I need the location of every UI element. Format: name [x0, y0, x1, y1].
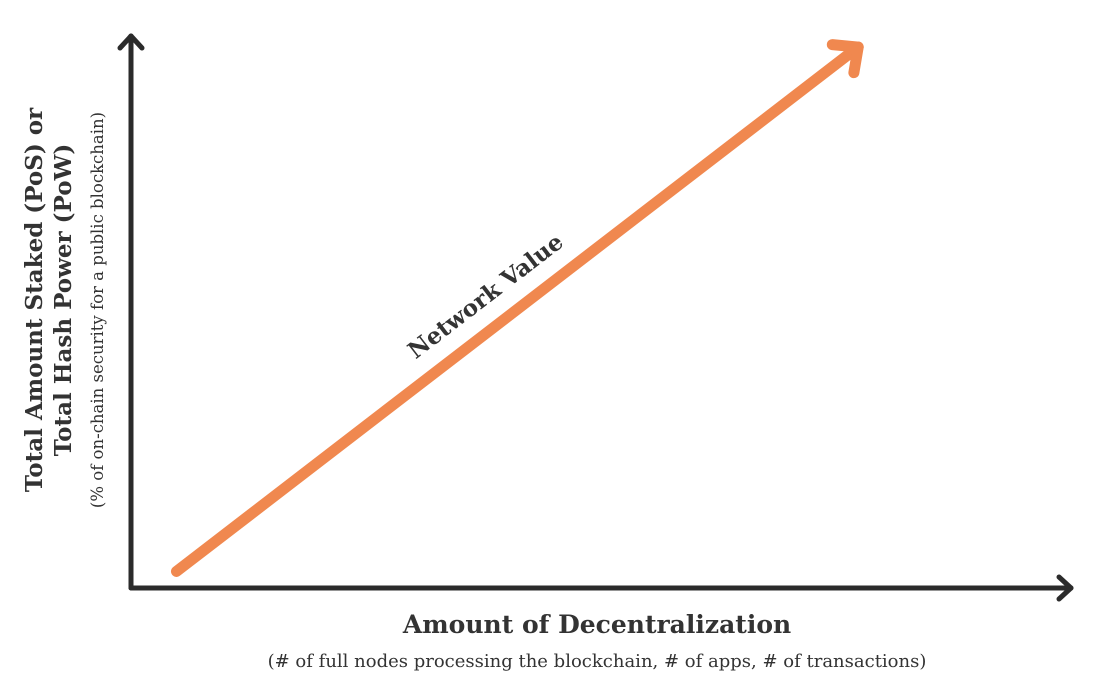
y-axis-subtitle: (% of on-chain security for a public blo…: [88, 112, 107, 508]
series-label-network-value: Network Value: [403, 228, 569, 364]
y-axis-title-line-1: Total Amount Staked (PoS) or: [21, 107, 48, 492]
y-axis-arrowhead-icon: [117, 33, 145, 51]
x-axis-arrowhead-icon: [1056, 574, 1074, 602]
x-axis-subtitle: (# of full nodes processing the blockcha…: [268, 651, 927, 672]
series-arrowhead-icon: [826, 39, 864, 79]
series-line-network-value: [170, 41, 864, 577]
x-axis-title: Amount of Decentralization: [402, 610, 791, 639]
y-axis-title-line-2: Total Hash Power (PoW): [50, 144, 77, 457]
